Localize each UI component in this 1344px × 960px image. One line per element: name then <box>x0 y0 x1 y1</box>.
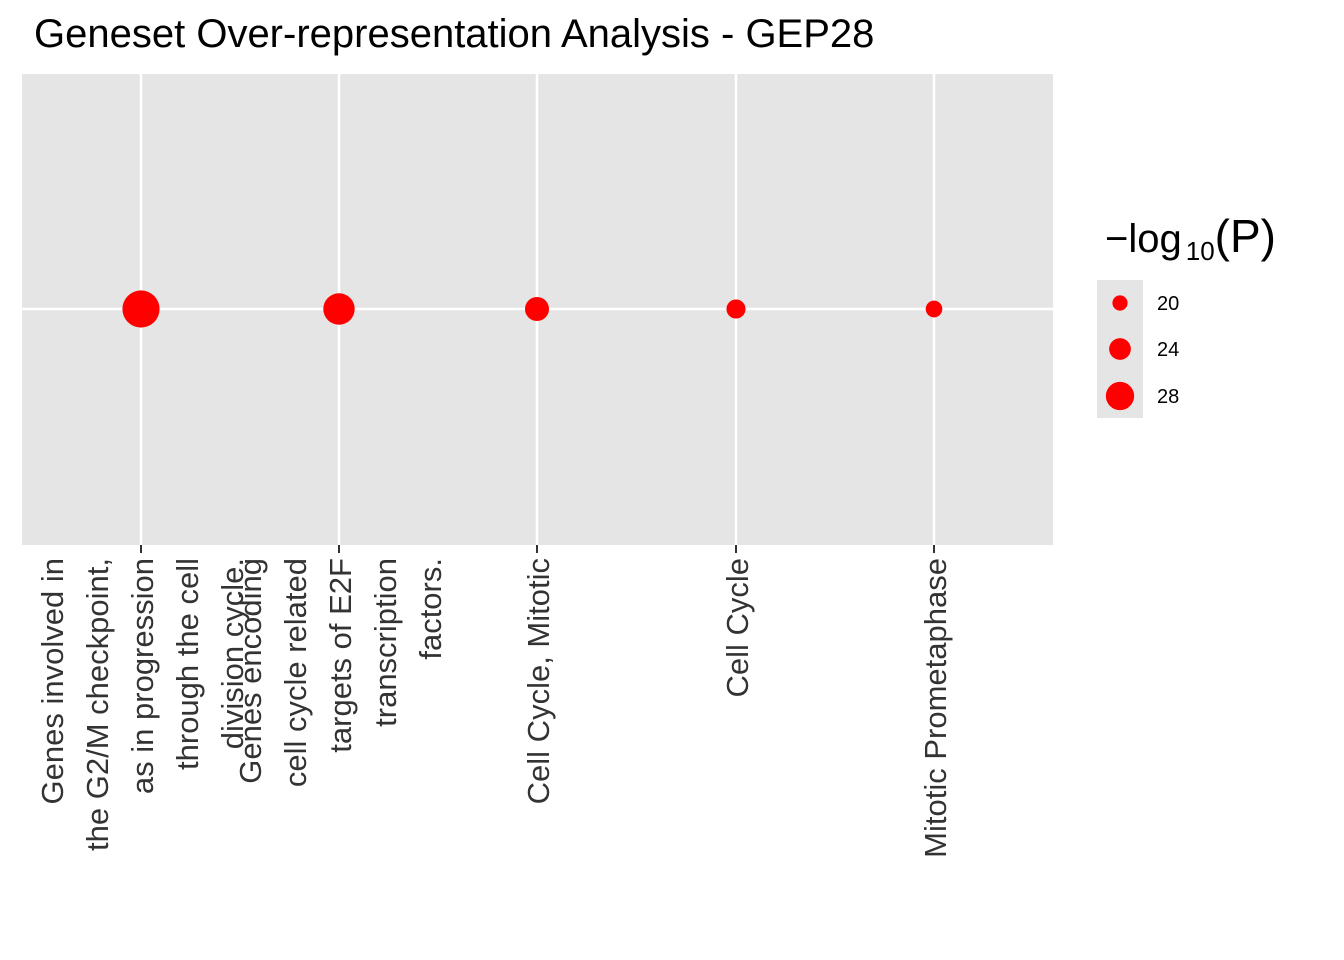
x-tick-label: cell cycle related <box>278 558 313 787</box>
data-point <box>524 296 550 322</box>
x-tick-label: Mitotic Prometaphase <box>918 558 953 858</box>
data-point <box>925 300 943 318</box>
x-tick-label: Genes involved in <box>35 558 70 804</box>
legend-title-prefix: −log <box>1105 217 1182 261</box>
legend-label-28: 28 <box>1157 386 1180 408</box>
legend-label-24: 24 <box>1157 339 1180 361</box>
legend-keys <box>1105 295 1135 411</box>
data-point <box>323 293 355 325</box>
x-tick-label: as in progression <box>125 558 160 794</box>
legend-title-subscript: 10 <box>1185 236 1215 266</box>
data-point <box>726 299 746 319</box>
x-tick-label: targets of E2F <box>323 558 358 753</box>
x-axis-tick-labels: Genes involved in the G2/M checkpoint, as … <box>35 558 953 858</box>
chart-title: Geneset Over-representation Analysis - G… <box>34 12 875 56</box>
legend-title: −log 10(P) <box>1105 212 1276 275</box>
x-tick-label: division cycle. <box>215 558 250 749</box>
x-tick-label: Cell Cycle, Mitotic <box>521 558 556 804</box>
legend-label-20: 20 <box>1157 293 1180 315</box>
x-tick-label: the G2/M checkpoint, <box>80 558 115 851</box>
legend-title-suffix: (P) <box>1214 210 1276 262</box>
x-tick-label: Cell Cycle <box>720 558 755 698</box>
data-points <box>122 290 943 328</box>
legend-key-circle <box>1112 295 1128 311</box>
x-tick-label: through the cell <box>170 558 205 770</box>
legend-key-circle <box>1105 381 1135 411</box>
x-axis-ticks <box>140 545 935 553</box>
x-tick-label: transcription <box>368 558 403 727</box>
legend-key-circle <box>1109 338 1131 360</box>
x-tick-label: Genes encoding <box>233 558 268 784</box>
x-tick-label: factors. <box>413 558 448 660</box>
data-point <box>122 290 160 328</box>
